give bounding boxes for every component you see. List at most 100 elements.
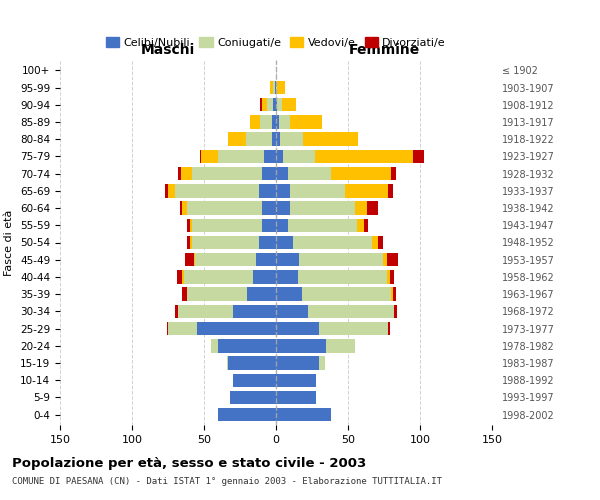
Bar xyxy=(218,150,265,163)
Bar xyxy=(272,132,276,146)
Y-axis label: Fasce di età: Fasce di età xyxy=(4,210,14,276)
Bar xyxy=(394,304,397,318)
Bar xyxy=(273,98,276,112)
Bar xyxy=(218,339,276,352)
Bar xyxy=(287,218,356,232)
Bar xyxy=(392,288,395,301)
Bar xyxy=(175,304,178,318)
Bar xyxy=(181,167,193,180)
Bar xyxy=(190,236,193,249)
Bar xyxy=(275,81,276,94)
Bar xyxy=(276,270,298,283)
Bar xyxy=(290,202,355,215)
Bar xyxy=(276,98,277,112)
Bar xyxy=(290,184,345,198)
Bar xyxy=(276,408,331,422)
Bar xyxy=(283,150,315,163)
Bar xyxy=(200,150,201,163)
Bar xyxy=(280,132,304,146)
Bar xyxy=(179,202,182,215)
Bar xyxy=(276,339,326,352)
Bar xyxy=(229,356,276,370)
Bar xyxy=(364,218,368,232)
Bar xyxy=(259,184,276,198)
Bar xyxy=(390,270,394,283)
Bar xyxy=(197,322,276,336)
Bar xyxy=(391,167,395,180)
Bar xyxy=(276,288,302,301)
Bar xyxy=(387,270,390,283)
Bar xyxy=(273,81,275,94)
Bar xyxy=(282,98,296,112)
Bar xyxy=(253,270,276,283)
Text: COMUNE DI PAESANA (CN) - Dati ISTAT 1° gennaio 2003 - Elaborazione TUTTITALIA.IT: COMUNE DI PAESANA (CN) - Dati ISTAT 1° g… xyxy=(12,478,442,486)
Bar xyxy=(230,390,276,404)
Bar xyxy=(308,304,394,318)
Bar xyxy=(276,167,287,180)
Bar xyxy=(388,184,392,198)
Bar xyxy=(265,150,276,163)
Bar xyxy=(272,116,276,128)
Bar xyxy=(413,150,424,163)
Bar xyxy=(167,322,168,336)
Bar xyxy=(165,184,168,198)
Bar xyxy=(276,253,299,266)
Bar xyxy=(262,202,276,215)
Bar xyxy=(391,288,392,301)
Bar xyxy=(276,184,290,198)
Bar xyxy=(268,98,273,112)
Bar xyxy=(276,116,279,128)
Bar xyxy=(196,253,256,266)
Bar xyxy=(356,218,364,232)
Bar xyxy=(227,356,229,370)
Bar xyxy=(298,270,387,283)
Bar xyxy=(276,132,280,146)
Bar xyxy=(233,374,276,387)
Bar xyxy=(250,116,260,128)
Bar xyxy=(201,150,218,163)
Bar xyxy=(247,288,276,301)
Bar xyxy=(315,150,413,163)
Bar xyxy=(259,236,276,249)
Bar xyxy=(304,132,358,146)
Bar xyxy=(276,356,319,370)
Bar xyxy=(260,98,262,112)
Bar xyxy=(388,322,390,336)
Bar xyxy=(260,116,272,128)
Bar xyxy=(331,167,391,180)
Bar xyxy=(319,322,388,336)
Bar xyxy=(193,218,262,232)
Bar xyxy=(218,408,276,422)
Bar xyxy=(182,288,187,301)
Bar xyxy=(345,184,388,198)
Bar xyxy=(290,116,322,128)
Bar xyxy=(276,218,287,232)
Bar xyxy=(182,202,187,215)
Text: Popolazione per età, sesso e stato civile - 2003: Popolazione per età, sesso e stato civil… xyxy=(12,458,366,470)
Bar xyxy=(168,184,175,198)
Bar xyxy=(187,202,262,215)
Bar xyxy=(270,81,273,94)
Bar xyxy=(287,167,331,180)
Bar xyxy=(326,339,355,352)
Bar xyxy=(178,167,181,180)
Bar xyxy=(276,374,316,387)
Bar xyxy=(185,253,194,266)
Bar xyxy=(299,253,383,266)
Bar xyxy=(378,236,383,249)
Bar xyxy=(279,116,290,128)
Bar xyxy=(276,322,319,336)
Bar xyxy=(211,339,218,352)
Bar xyxy=(276,202,290,215)
Bar xyxy=(184,270,253,283)
Bar xyxy=(276,390,316,404)
Bar xyxy=(319,356,325,370)
Bar xyxy=(302,288,391,301)
Legend: Celibi/Nubili, Coniugati/e, Vedovi/e, Divorziati/e: Celibi/Nubili, Coniugati/e, Vedovi/e, Di… xyxy=(101,32,451,52)
Bar xyxy=(194,253,196,266)
Bar xyxy=(176,270,182,283)
Bar xyxy=(276,150,283,163)
Bar xyxy=(293,236,373,249)
Bar xyxy=(256,253,276,266)
Bar xyxy=(262,167,276,180)
